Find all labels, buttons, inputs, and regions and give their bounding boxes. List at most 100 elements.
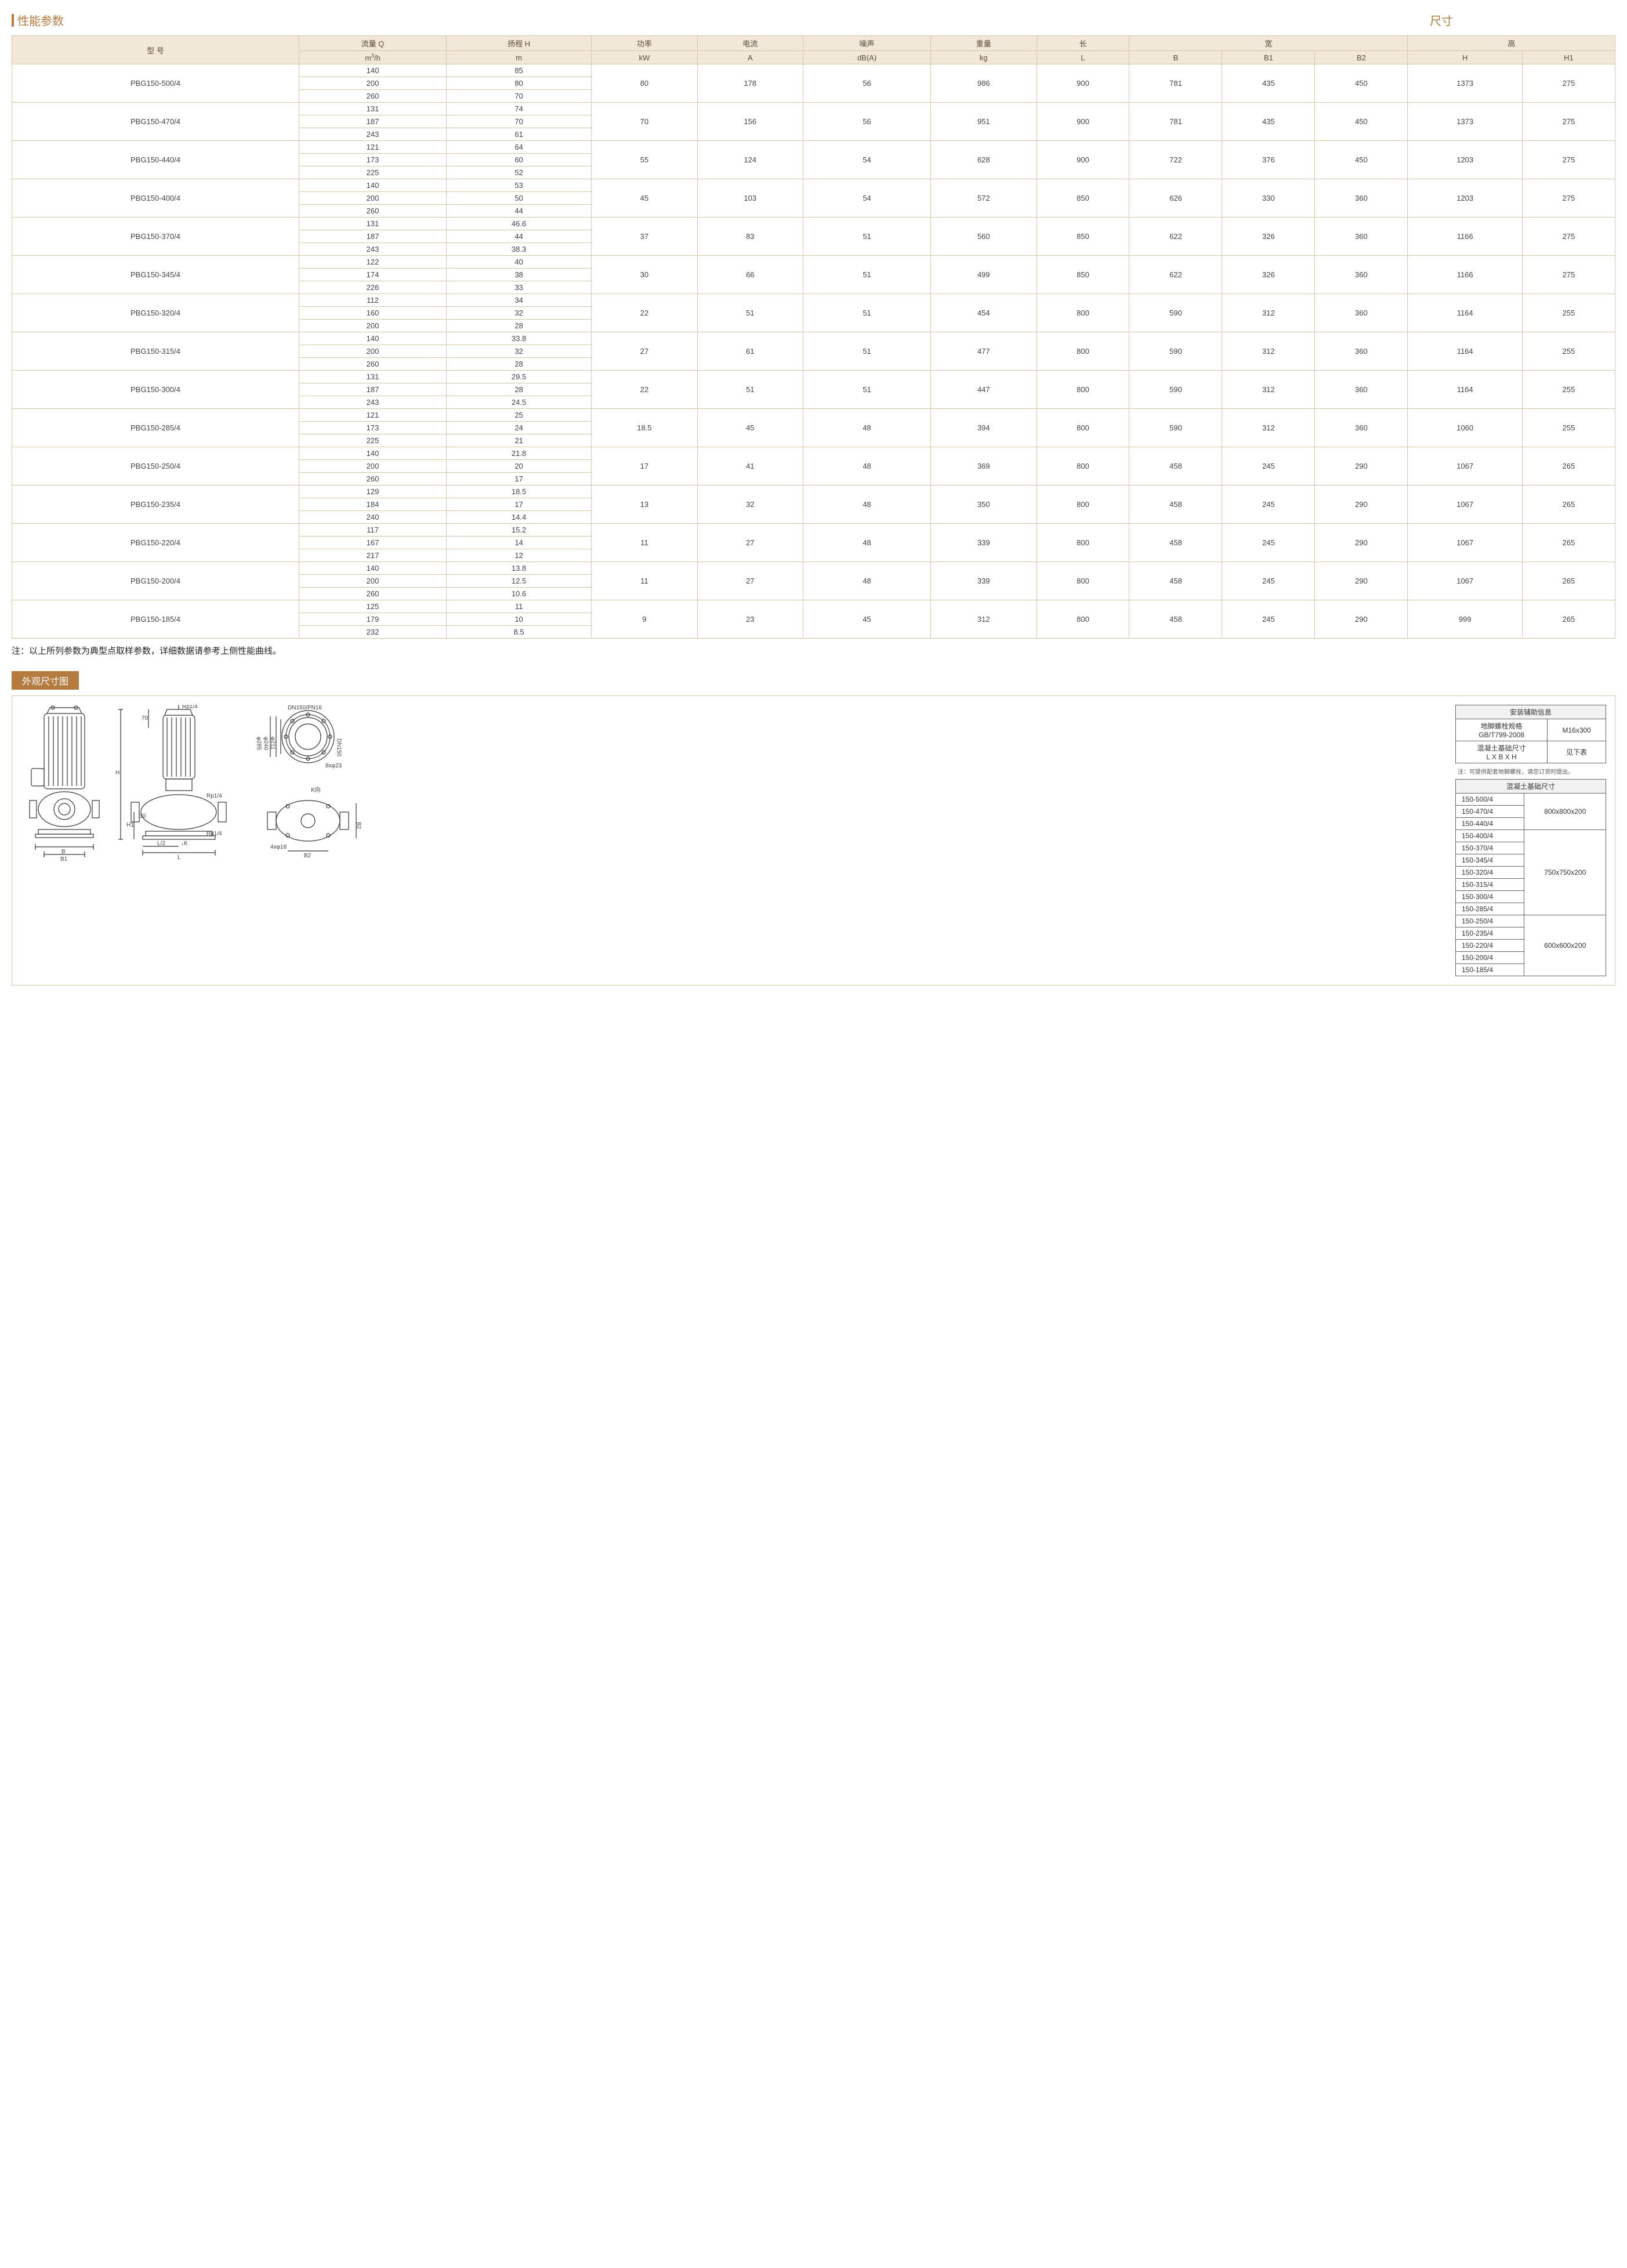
cell-B: 781 bbox=[1129, 103, 1222, 141]
cell-h: 34 bbox=[446, 294, 591, 307]
svg-text:φ211: φ211 bbox=[270, 737, 276, 750]
concrete-size: 800x800x200 bbox=[1524, 794, 1606, 830]
table-note: 注：以上所列参数为典型点取样参数，详细数据请参考上侧性能曲线。 bbox=[12, 644, 1615, 657]
page-header: 性能参数 尺寸 bbox=[12, 12, 1615, 28]
svg-text:DN150: DN150 bbox=[336, 738, 342, 757]
dimension-section: 外观尺寸图 bbox=[12, 671, 1615, 986]
cell-H1: 275 bbox=[1522, 141, 1615, 179]
table-row: PBG150-235/412918.5133248350800458245290… bbox=[12, 486, 1615, 498]
cell-B: 781 bbox=[1129, 64, 1222, 103]
cell-q: 140 bbox=[299, 332, 447, 345]
cell-kg: 447 bbox=[931, 371, 1037, 409]
cell-q: 131 bbox=[299, 103, 447, 115]
cell-L: 850 bbox=[1037, 218, 1129, 256]
cell-db: 51 bbox=[803, 332, 931, 371]
cell-q: 174 bbox=[299, 269, 447, 281]
cell-a: 41 bbox=[697, 447, 803, 486]
col-power-unit: kW bbox=[592, 51, 697, 64]
cell-h: 50 bbox=[446, 192, 591, 205]
cell-L: 800 bbox=[1037, 447, 1129, 486]
cell-q: 243 bbox=[299, 128, 447, 141]
cell-a: 83 bbox=[697, 218, 803, 256]
cell-B1: 312 bbox=[1222, 371, 1315, 409]
cell-H: 1067 bbox=[1408, 524, 1523, 562]
cell-a: 27 bbox=[697, 562, 803, 600]
cell-L: 800 bbox=[1037, 486, 1129, 524]
cell-kg: 951 bbox=[931, 103, 1037, 141]
cell-B1: 312 bbox=[1222, 332, 1315, 371]
cell-kg: 477 bbox=[931, 332, 1037, 371]
dimension-title: 尺寸 bbox=[1430, 12, 1453, 28]
concrete-model: 150-300/4 bbox=[1456, 891, 1524, 903]
cell-kw: 37 bbox=[592, 218, 697, 256]
cell-h: 24 bbox=[446, 422, 591, 434]
cell-a: 124 bbox=[697, 141, 803, 179]
cell-q: 200 bbox=[299, 345, 447, 358]
cell-L: 800 bbox=[1037, 524, 1129, 562]
cell-h: 33.8 bbox=[446, 332, 591, 345]
cell-B: 458 bbox=[1129, 486, 1222, 524]
cell-H1: 265 bbox=[1522, 600, 1615, 639]
cell-q: 184 bbox=[299, 498, 447, 511]
cell-h: 25 bbox=[446, 409, 591, 422]
table-row: PBG150-185/41251192345312800458245290999… bbox=[12, 600, 1615, 613]
cell-H: 1373 bbox=[1408, 64, 1523, 103]
cell-h: 17 bbox=[446, 473, 591, 486]
cell-q: 140 bbox=[299, 447, 447, 460]
cell-kg: 572 bbox=[931, 179, 1037, 218]
cell-model: PBG150-285/4 bbox=[12, 409, 299, 447]
cell-db: 54 bbox=[803, 141, 931, 179]
cell-q: 260 bbox=[299, 90, 447, 103]
cell-q: 125 bbox=[299, 600, 447, 613]
cell-h: 61 bbox=[446, 128, 591, 141]
cell-L: 900 bbox=[1037, 141, 1129, 179]
svg-text:H: H bbox=[115, 770, 119, 776]
cell-B: 626 bbox=[1129, 179, 1222, 218]
cell-q: 232 bbox=[299, 626, 447, 639]
svg-text:70: 70 bbox=[142, 715, 148, 722]
cell-q: 179 bbox=[299, 613, 447, 626]
col-model: 型 号 bbox=[12, 36, 299, 64]
cell-q: 200 bbox=[299, 192, 447, 205]
cell-H: 1166 bbox=[1408, 218, 1523, 256]
col-width-b1: B1 bbox=[1222, 51, 1315, 64]
cell-q: 260 bbox=[299, 358, 447, 371]
cell-B1: 326 bbox=[1222, 218, 1315, 256]
col-noise: 噪声 bbox=[803, 36, 931, 51]
cell-H: 1164 bbox=[1408, 371, 1523, 409]
cell-h: 13.8 bbox=[446, 562, 591, 575]
cell-model: PBG150-345/4 bbox=[12, 256, 299, 294]
cell-kw: 9 bbox=[592, 600, 697, 639]
cell-q: 160 bbox=[299, 307, 447, 320]
cell-B2: 290 bbox=[1315, 447, 1408, 486]
svg-text:L/2: L/2 bbox=[157, 840, 165, 847]
drawing-area: B B1 bbox=[21, 705, 1447, 976]
cell-h: 10.6 bbox=[446, 588, 591, 600]
cell-q: 173 bbox=[299, 422, 447, 434]
cell-model: PBG150-320/4 bbox=[12, 294, 299, 332]
concrete-model: 150-250/4 bbox=[1456, 915, 1524, 928]
cell-h: 74 bbox=[446, 103, 591, 115]
col-width-b2: B2 bbox=[1315, 51, 1408, 64]
table-row: PBG150-320/41123422515145480059031236011… bbox=[12, 294, 1615, 307]
cell-B2: 360 bbox=[1315, 371, 1408, 409]
concrete-model: 150-320/4 bbox=[1456, 867, 1524, 879]
svg-text:8xφ23: 8xφ23 bbox=[325, 763, 342, 769]
cell-h: 12.5 bbox=[446, 575, 591, 588]
cell-a: 66 bbox=[697, 256, 803, 294]
cell-q: 121 bbox=[299, 409, 447, 422]
cell-H1: 275 bbox=[1522, 103, 1615, 141]
cell-H1: 275 bbox=[1522, 179, 1615, 218]
cell-kw: 22 bbox=[592, 371, 697, 409]
cell-kg: 560 bbox=[931, 218, 1037, 256]
cell-B: 722 bbox=[1129, 141, 1222, 179]
cell-kg: 339 bbox=[931, 562, 1037, 600]
install-info-title: 安装辅助信息 bbox=[1456, 705, 1606, 719]
table-row: PBG150-315/414033.8276151477800590312360… bbox=[12, 332, 1615, 345]
cell-H: 1373 bbox=[1408, 103, 1523, 141]
concrete-model: 150-220/4 bbox=[1456, 940, 1524, 952]
cell-B1: 245 bbox=[1222, 486, 1315, 524]
svg-text:φ285: φ285 bbox=[256, 737, 262, 751]
cell-db: 48 bbox=[803, 524, 931, 562]
cell-q: 260 bbox=[299, 473, 447, 486]
